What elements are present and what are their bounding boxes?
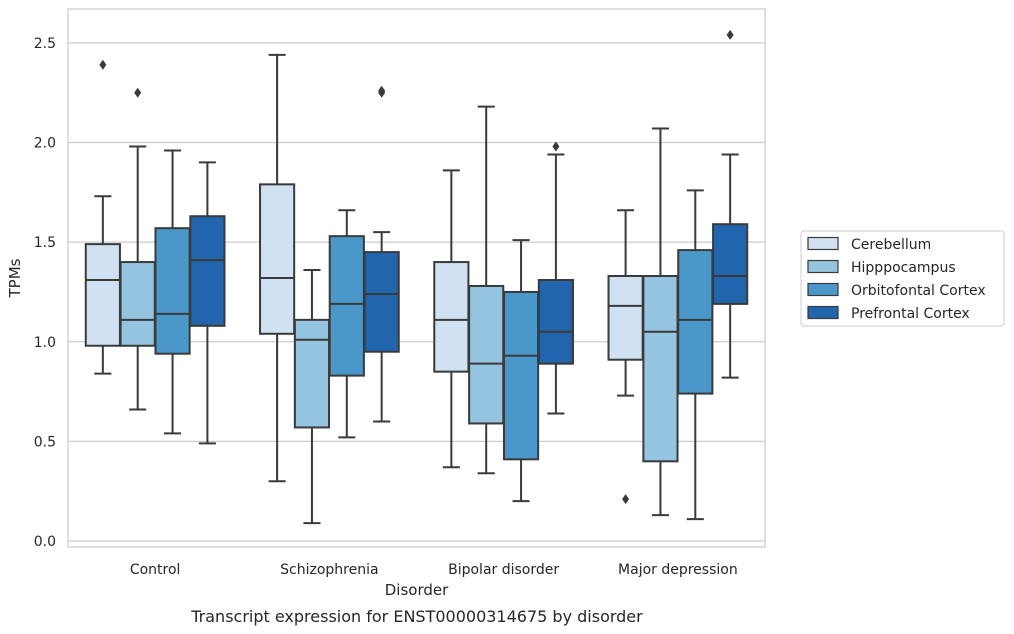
legend-item: Cerebellum bbox=[807, 236, 931, 253]
legend-item: Orbitofontal Cortex bbox=[807, 282, 986, 299]
box-body bbox=[328, 235, 365, 377]
legend-label: Orbitofontal Cortex bbox=[851, 283, 986, 299]
y-tick-label: 0.5 bbox=[34, 434, 56, 450]
legend-item: Hipppocampus bbox=[807, 259, 956, 276]
box-2-2 bbox=[502, 239, 540, 503]
outlier-point bbox=[134, 87, 142, 98]
legend-swatch bbox=[807, 282, 839, 297]
box-body bbox=[189, 215, 226, 327]
x-tick-label: Control bbox=[130, 562, 181, 578]
legend-label: Cerebellum bbox=[851, 237, 931, 253]
x-axis-label: Disorder bbox=[385, 581, 449, 599]
box-2-0 bbox=[433, 169, 470, 469]
box-body bbox=[712, 223, 749, 305]
box-1-0 bbox=[259, 53, 296, 483]
y-tick-labels: 0.0 0.5 1.0 1.5 2.0 2.5 bbox=[34, 36, 56, 550]
box-2-1 bbox=[468, 105, 505, 475]
legend-swatch bbox=[807, 305, 839, 320]
chart-caption: Transcript expression for ENST0000031467… bbox=[190, 607, 643, 626]
box-body bbox=[363, 251, 400, 353]
legend-swatch bbox=[807, 236, 839, 251]
legend-frame bbox=[800, 230, 1005, 327]
box-1-2 bbox=[328, 209, 365, 439]
outlier-point bbox=[378, 85, 386, 96]
box-body bbox=[468, 284, 505, 425]
box-0-2 bbox=[154, 149, 191, 435]
y-tick-label: 0.0 bbox=[34, 534, 56, 550]
box-body bbox=[433, 261, 470, 373]
legend-swatch bbox=[807, 259, 839, 274]
box-3-0 bbox=[607, 209, 644, 505]
box-body bbox=[84, 243, 121, 347]
outlier-point bbox=[99, 59, 107, 70]
outlier-point bbox=[552, 141, 560, 152]
y-tick-label: 2.5 bbox=[34, 36, 56, 52]
x-tick-labels: Control Schizophrenia Bipolar disorder Majo… bbox=[130, 562, 738, 578]
box-body bbox=[537, 278, 574, 365]
x-tick-label: Schizophrenia bbox=[280, 562, 378, 578]
box-0-3 bbox=[189, 161, 226, 445]
box-0-1 bbox=[119, 87, 156, 411]
box-body bbox=[607, 275, 644, 361]
box-body bbox=[677, 249, 714, 395]
box-body bbox=[642, 275, 679, 463]
box-body bbox=[293, 318, 331, 429]
box-3-3 bbox=[712, 29, 749, 379]
box-1-1 bbox=[293, 269, 331, 525]
legend-label: Hipppocampus bbox=[851, 260, 956, 276]
legend: Cerebellum Hipppocampus Orbitofontal Corte… bbox=[800, 230, 1005, 327]
box-body bbox=[154, 227, 191, 355]
legend-item: Prefrontal Cortex bbox=[807, 305, 970, 322]
plot-frame bbox=[67, 8, 766, 548]
outlier-point bbox=[726, 29, 734, 40]
box-3-2 bbox=[677, 189, 714, 521]
x-tick-label: Major depression bbox=[618, 562, 738, 578]
box-0-0 bbox=[84, 59, 121, 375]
box-body bbox=[259, 183, 296, 335]
box-body bbox=[119, 261, 156, 347]
box-body bbox=[502, 290, 540, 461]
y-tick-label: 1.0 bbox=[34, 335, 56, 351]
box-1-3 bbox=[363, 85, 400, 423]
y-tick-label: 2.0 bbox=[34, 136, 56, 152]
box-2-3 bbox=[537, 141, 574, 415]
box-3-1 bbox=[642, 127, 679, 517]
boxes bbox=[84, 29, 749, 525]
x-tick-label: Bipolar disorder bbox=[448, 562, 559, 578]
y-tick-label: 1.5 bbox=[34, 235, 56, 251]
y-axis-label: TPMs bbox=[6, 258, 24, 298]
legend-items: Cerebellum Hipppocampus Orbitofontal Corte… bbox=[807, 236, 986, 322]
legend-label: Prefrontal Cortex bbox=[851, 306, 970, 322]
outlier-point bbox=[622, 494, 630, 505]
